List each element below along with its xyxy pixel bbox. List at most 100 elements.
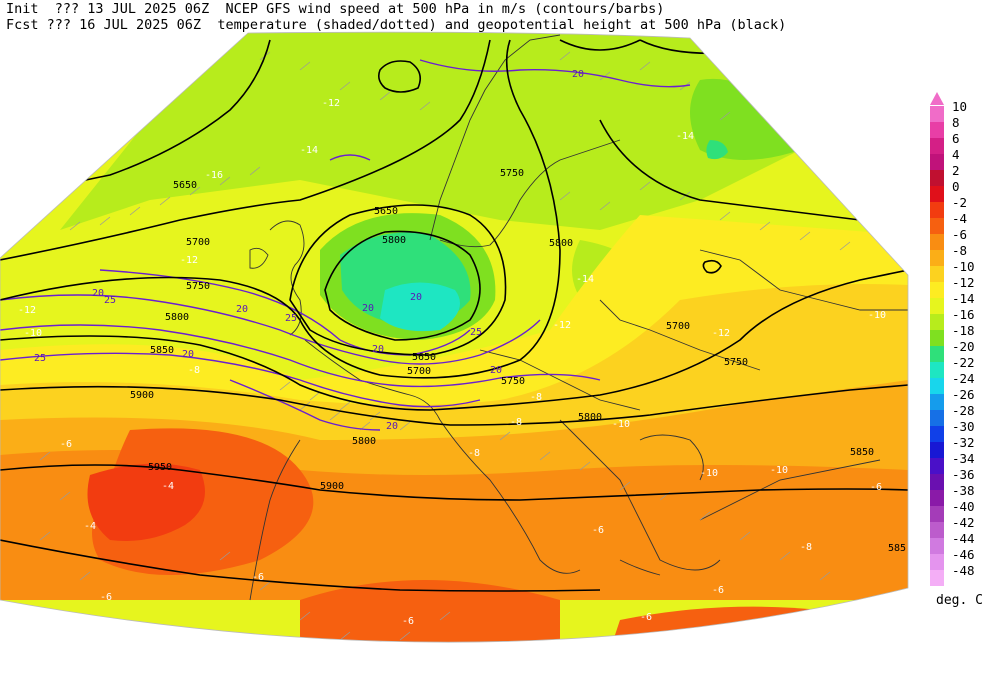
legend-label: -30 <box>952 419 975 434</box>
legend-swatch <box>930 362 944 378</box>
legend-swatch <box>930 282 944 298</box>
wind-speed-label: 25 <box>104 295 116 306</box>
temperature-region-minus18-north <box>690 78 800 160</box>
legend-label: -12 <box>952 275 975 290</box>
legend-label: -34 <box>952 451 975 466</box>
temperature-label: -8 <box>188 365 200 376</box>
height-label: 5850 <box>850 447 874 458</box>
legend-label: -38 <box>952 483 975 498</box>
chart-header: Init ??? 13 JUL 2025 06Z NCEP GFS wind s… <box>6 1 806 33</box>
legend-label: 6 <box>952 131 960 146</box>
legend-swatch <box>930 266 944 282</box>
legend-label: -44 <box>952 531 975 546</box>
height-label: 5750 <box>501 376 525 387</box>
legend-units: deg. C <box>936 593 983 608</box>
temperature-label: -10 <box>700 468 718 479</box>
coastlines <box>249 34 908 601</box>
legend-swatch <box>930 234 944 250</box>
temperature-label: -6 <box>592 525 604 536</box>
wind-speed-label: 20 <box>372 344 384 355</box>
height-label: 5650 <box>374 206 398 217</box>
legend-swatch <box>930 490 944 506</box>
height-label: 5900 <box>130 390 154 401</box>
legend-swatch <box>930 570 944 586</box>
legend-swatch <box>930 410 944 426</box>
legend-swatch <box>930 378 944 394</box>
height-label: 5650 <box>412 352 436 363</box>
temperature-label: -6 <box>252 572 264 583</box>
temperature-region-minus4-south <box>300 580 560 643</box>
legend-swatch <box>930 442 944 458</box>
temperature-label: -12 <box>553 320 571 331</box>
height-label: 5700 <box>666 321 690 332</box>
legend-swatch <box>930 106 944 122</box>
legend-label: -32 <box>952 435 975 450</box>
height-label: 5950 <box>148 462 172 473</box>
temperature-label: -10 <box>612 419 630 430</box>
height-label: 5900 <box>320 481 344 492</box>
height-label: 5850 <box>150 345 174 356</box>
legend-label: -8 <box>952 243 968 258</box>
temperature-label: -14 <box>676 131 694 142</box>
temperature-label: -14 <box>576 274 594 285</box>
height-label: 5750 <box>186 281 210 292</box>
legend-label: 2 <box>952 163 960 178</box>
temperature-label: -6 <box>100 592 112 603</box>
legend-swatch <box>930 122 944 138</box>
legend-swatch <box>930 186 944 202</box>
legend-label: -6 <box>952 227 968 242</box>
temperature-label: -4 <box>162 481 174 492</box>
legend-label: -36 <box>952 467 975 482</box>
temperature-region-minus4-southeast <box>600 606 820 643</box>
legend-label: -46 <box>952 547 975 562</box>
legend-swatch <box>930 506 944 522</box>
height-label: 5800 <box>549 238 573 249</box>
temperature-label: -10 <box>770 465 788 476</box>
legend-label: 8 <box>952 115 960 130</box>
wind-speed-label: 20 <box>236 304 248 315</box>
temperature-label: -12 <box>322 98 340 109</box>
temperature-label: -14 <box>300 145 318 156</box>
temperature-label: -6 <box>870 482 882 493</box>
legend-label: -48 <box>952 563 975 578</box>
legend-label: -28 <box>952 403 975 418</box>
temperature-label: -6 <box>402 616 414 627</box>
cold-core-minus22 <box>380 282 460 332</box>
legend-swatch <box>930 554 944 570</box>
temperature-label: -12 <box>180 255 198 266</box>
wind-speed-label: 20 <box>182 349 194 360</box>
temperature-region-minus2 <box>87 463 205 541</box>
wind-speed-label: 20 <box>362 303 374 314</box>
temperature-label: -8 <box>530 392 542 403</box>
legend-label: 10 <box>952 99 968 114</box>
height-label: 5800 <box>165 312 189 323</box>
legend-label: -40 <box>952 499 975 514</box>
legend-swatch <box>930 346 944 362</box>
legend-label: -16 <box>952 307 975 322</box>
temperature-labels: -12 -16 -14 -12 -12 -10 -14 -14 -12 -12 … <box>18 98 886 650</box>
legend-swatch <box>930 202 944 218</box>
legend-swatch <box>930 298 944 314</box>
temperature-region-minus16 <box>60 32 800 230</box>
legend-label: 0 <box>952 179 960 194</box>
height-label: 5750 <box>500 168 524 179</box>
height-label: 5800 <box>352 436 376 447</box>
temperature-label: -12 <box>18 305 36 316</box>
legend-up-arrow-icon <box>930 92 944 105</box>
temperature-label: -6 <box>712 585 724 596</box>
temperature-label: -16 <box>205 170 223 181</box>
legend-swatch <box>930 394 944 410</box>
wind-speed-contours <box>0 59 691 431</box>
height-label: 5800 <box>382 235 406 246</box>
height-label: 5800 <box>578 412 602 423</box>
legend-swatch <box>930 250 944 266</box>
wind-speed-label: 20 <box>490 365 502 376</box>
header-init-line: Init ??? 13 JUL 2025 06Z NCEP GFS wind s… <box>6 1 665 17</box>
temperature-label: -8 <box>566 639 578 650</box>
wind-speed-label: 25 <box>470 327 482 338</box>
legend-label: -14 <box>952 291 975 306</box>
legend-label: -26 <box>952 387 975 402</box>
legend-swatch <box>930 426 944 442</box>
temperature-label: -10 <box>24 328 42 339</box>
